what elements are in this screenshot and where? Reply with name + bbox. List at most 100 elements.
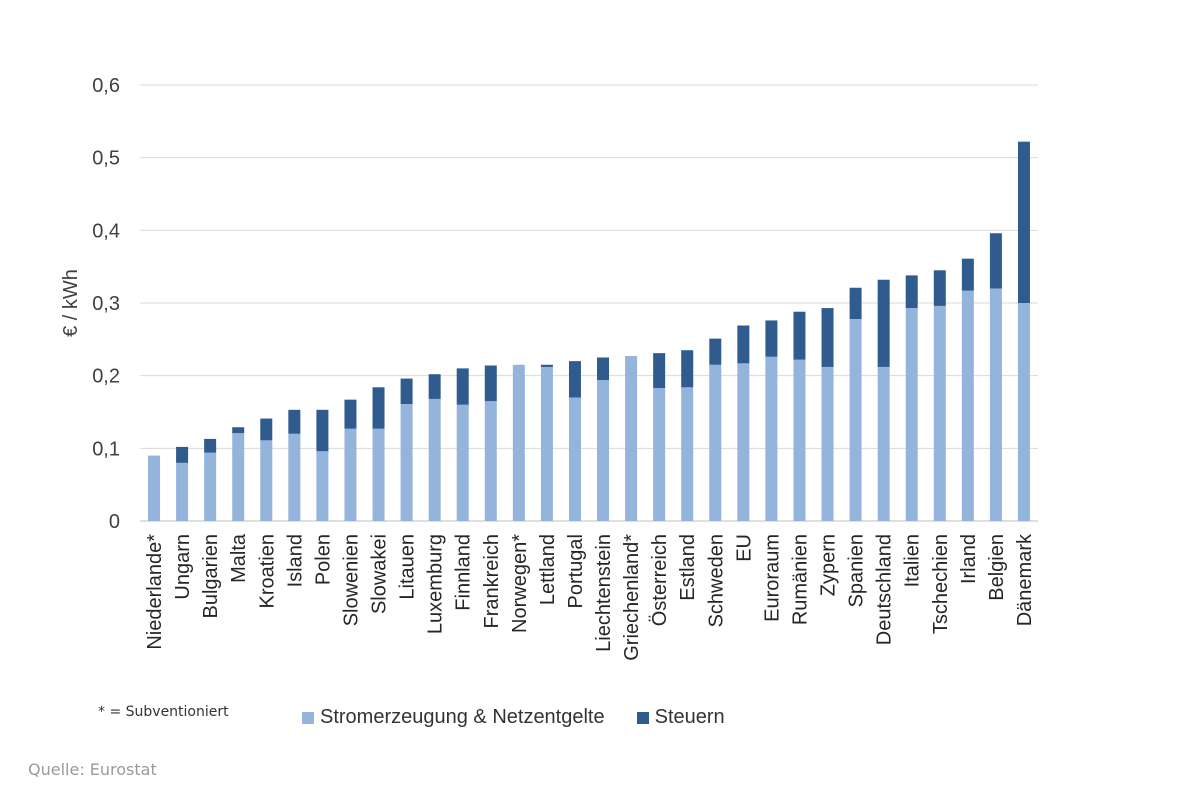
legend-item-generation: Stromerzeugung & Netzentgelte	[302, 706, 605, 729]
x-tick-label: Rumänien	[789, 534, 811, 625]
x-tick-label: Slowakei	[369, 534, 391, 614]
bar-generation	[372, 428, 385, 521]
x-tick-label: Tschechien	[930, 534, 952, 634]
x-tick-label: Slowenien	[340, 534, 362, 626]
bar-taxes	[681, 350, 694, 388]
bar-taxes	[905, 275, 918, 309]
bar-taxes	[176, 446, 189, 463]
bar-taxes	[568, 361, 581, 398]
legend-swatch-taxes	[636, 711, 649, 724]
bar-taxes	[653, 353, 666, 389]
legend-item-taxes: Steuern	[636, 706, 725, 729]
x-tick-label: Liechtenstein	[593, 534, 615, 652]
bar-generation	[849, 318, 862, 521]
x-tick-label: Griechenland*	[621, 534, 643, 661]
bar-generation	[288, 433, 301, 521]
y-tick-label: 0,5	[92, 148, 120, 170]
bar-taxes	[961, 258, 974, 291]
bar-generation	[428, 398, 441, 521]
bar-taxes	[1017, 141, 1030, 303]
bar-generation	[933, 305, 946, 521]
x-tick-label: Estland	[677, 534, 699, 601]
x-tick-label: Kroatien	[256, 534, 278, 609]
bar-generation	[765, 356, 778, 521]
x-tick-label: Norwegen*	[509, 534, 531, 633]
bar-generation	[653, 388, 666, 521]
x-tick-label: Malta	[228, 533, 250, 583]
bar-generation	[568, 397, 581, 521]
bar-generation	[400, 404, 413, 521]
bar-generation	[681, 387, 694, 521]
bar-taxes	[821, 308, 834, 367]
bar-generation	[597, 380, 610, 521]
bar-generation	[989, 288, 1002, 521]
bar-generation	[905, 308, 918, 521]
bar-generation	[1017, 303, 1030, 521]
x-tick-label: Schweden	[705, 534, 727, 627]
bar-generation	[456, 404, 469, 521]
y-axis-label: € / kWh	[60, 269, 82, 337]
y-tick-label: 0,4	[92, 220, 120, 242]
bar-taxes	[849, 287, 862, 319]
footnote-subsidized: * = Subventioniert	[98, 704, 229, 720]
bar-generation	[176, 462, 189, 521]
bar-generation	[793, 359, 806, 521]
y-tick-label: 0,1	[92, 438, 120, 460]
x-tick-label: Belgien	[986, 534, 1008, 601]
bar-taxes	[540, 364, 553, 367]
x-tick-label: Finnland	[453, 534, 475, 611]
bar-taxes	[260, 418, 273, 441]
bar-taxes	[204, 438, 217, 453]
legend-label-generation: Stromerzeugung & Netzentgelte	[320, 706, 605, 728]
x-tick-label: Litauen	[397, 534, 419, 600]
bar-taxes	[793, 311, 806, 360]
bar-taxes	[400, 378, 413, 405]
bar-generation	[232, 433, 245, 521]
bar-taxes	[288, 409, 301, 434]
bar-generation	[484, 401, 497, 521]
x-tick-label: Österreich	[649, 534, 671, 626]
bar-taxes	[737, 325, 750, 364]
x-tick-label: Ungarn	[172, 534, 194, 600]
x-tick-label: Polen	[312, 534, 334, 585]
legend-swatch-generation	[302, 711, 314, 724]
x-tick-label: Niederlande*	[144, 534, 166, 650]
bar-taxes	[709, 338, 722, 365]
x-tick-label: Frankreich	[481, 534, 503, 628]
bar-generation	[316, 451, 329, 521]
bar-generation	[512, 364, 525, 521]
x-tick-label: Irland	[958, 534, 980, 584]
bar-generation	[148, 455, 161, 521]
bar-generation	[540, 366, 553, 521]
chart-legend: Stromerzeugung & Netzentgelte Steuern	[302, 706, 757, 729]
x-tick-label: Island	[284, 534, 306, 587]
legend-label-taxes: Steuern	[654, 706, 725, 728]
bar-taxes	[456, 368, 469, 405]
x-tick-label: Italien	[902, 534, 924, 587]
bar-taxes	[344, 399, 357, 429]
x-tick-label: Lettland	[537, 534, 559, 605]
bar-generation	[625, 356, 638, 521]
bar-generation	[737, 363, 750, 521]
x-tick-label: Zypern	[818, 534, 840, 596]
bar-taxes	[765, 320, 778, 357]
bar-generation	[204, 452, 217, 521]
y-tick-label: 0,6	[92, 75, 120, 97]
x-tick-label: Dänemark	[1014, 533, 1036, 626]
x-tick-label: EU	[733, 534, 755, 562]
x-tick-label: Bulgarien	[200, 534, 222, 619]
bar-taxes	[597, 357, 610, 381]
bar-taxes	[933, 270, 946, 306]
x-tick-label: Deutschland	[874, 534, 896, 645]
y-tick-label: 0	[109, 511, 120, 533]
x-tick-label: Spanien	[846, 534, 868, 607]
y-tick-label: 0,2	[92, 366, 120, 388]
y-tick-label: 0,3	[92, 293, 120, 315]
bar-generation	[961, 290, 974, 521]
bar-generation	[709, 364, 722, 521]
bar-taxes	[428, 374, 441, 399]
bar-generation	[877, 366, 890, 521]
source-note: Quelle: Eurostat	[28, 760, 157, 779]
bar-taxes	[877, 279, 890, 367]
